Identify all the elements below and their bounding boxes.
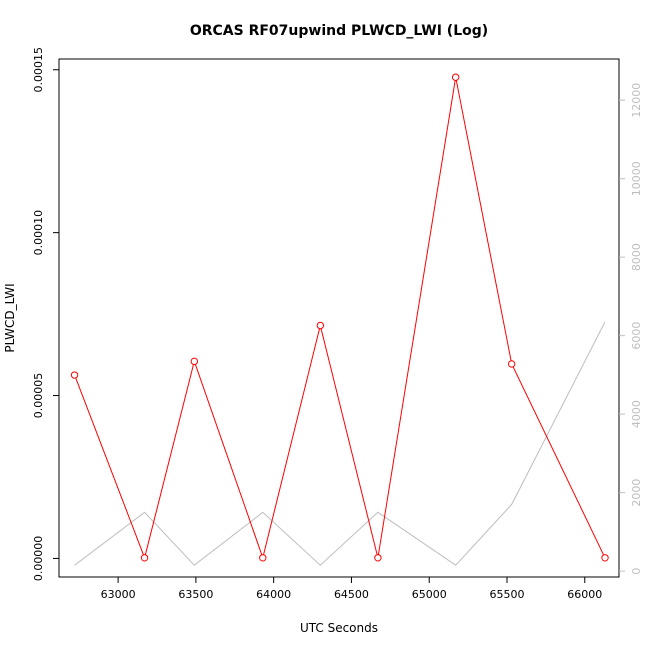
data-point (259, 554, 267, 562)
chart-title: ORCAS RF07upwind PLWCD_LWI (Log) (190, 23, 488, 39)
plot-frame (58, 58, 620, 578)
x-tick-label: 65000 (412, 588, 447, 601)
data-point (140, 554, 149, 562)
x-tick-label: 63500 (178, 588, 213, 601)
y-tick-label-right: 8000 (630, 243, 643, 271)
data-point (70, 371, 79, 379)
x-tick-label: 64000 (256, 588, 291, 601)
y-tick-label-left: 0.00000 (32, 536, 45, 582)
data-point (451, 73, 460, 81)
series-line-right (74, 321, 606, 566)
x-axis: 63000 63500 64000 64500 65000 65500 66000 (101, 577, 602, 601)
y-tick-label-left: 0.00005 (32, 373, 45, 419)
series-line-left (74, 77, 606, 560)
x-tick-label: 64500 (334, 588, 369, 601)
x-tick-label: 65500 (490, 588, 525, 601)
y-tick-label-left: 0.00015 (32, 47, 45, 93)
y-tick-label-right: 6000 (630, 322, 643, 350)
y-tick-label-right: 10000 (630, 161, 643, 196)
series-layer (70, 73, 609, 566)
x-axis-label: UTC Seconds (300, 621, 378, 635)
y-tick-label-right: 12000 (630, 83, 643, 118)
data-point (316, 321, 325, 330)
y-axis-right: 0 2000 4000 6000 8000 10000 12000 (619, 83, 643, 575)
y-tick-label-right: 2000 (630, 479, 643, 507)
data-point (601, 554, 609, 562)
y-tick-label-right: 0 (630, 568, 643, 575)
y-tick-label-left: 0.00010 (32, 210, 45, 256)
x-tick-label: 63000 (101, 588, 136, 601)
data-point (507, 360, 516, 368)
x-tick-label: 66000 (567, 588, 602, 601)
data-point (190, 357, 199, 366)
y-axis-label: PLWCD_LWI (3, 283, 17, 352)
y-axis-left: 0.00000 0.00005 0.00010 0.00015 (32, 47, 59, 581)
y-tick-label-right: 4000 (630, 400, 643, 428)
data-point (374, 554, 382, 562)
